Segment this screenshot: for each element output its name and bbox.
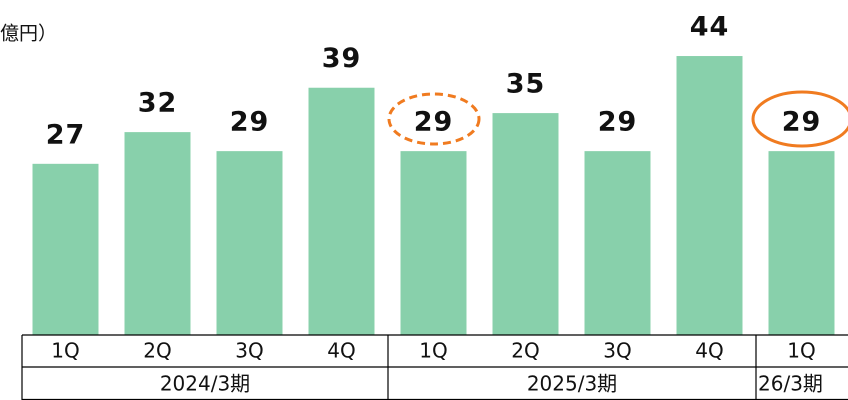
bar [216,151,283,335]
bar [768,151,835,335]
bar [124,132,191,335]
x-tick-label: 2Q [143,339,171,363]
group-label: 2024/3期 [160,372,250,396]
data-label: 29 [414,107,454,138]
x-tick-label: 1Q [419,339,447,363]
data-label: 35 [506,69,546,100]
highlight-solid [751,90,848,148]
data-label: 44 [690,12,730,43]
highlight-dashed [387,92,481,146]
bar [400,151,467,335]
data-label: 29 [782,107,822,138]
data-label: 27 [46,119,86,150]
x-tick-label: 2Q [511,339,539,363]
bar [308,87,375,336]
bar [492,113,559,335]
x-tick-label: 4Q [327,339,355,363]
group-label: 2025/3期 [527,372,617,396]
bar [676,56,743,335]
x-tick-label: 3Q [603,339,631,363]
x-tick-label: 3Q [235,339,263,363]
x-tick-label: 1Q [51,339,79,363]
data-label: 32 [138,88,178,119]
data-label: 29 [598,107,638,138]
bar [584,151,651,335]
x-tick-label: 1Q [787,339,815,363]
bar [32,163,99,335]
data-label: 29 [230,107,270,138]
group-label: 26/3期 [758,372,823,396]
x-tick-label: 4Q [695,339,723,363]
y-unit-label: 億円） [0,23,57,45]
data-label: 39 [322,43,362,74]
